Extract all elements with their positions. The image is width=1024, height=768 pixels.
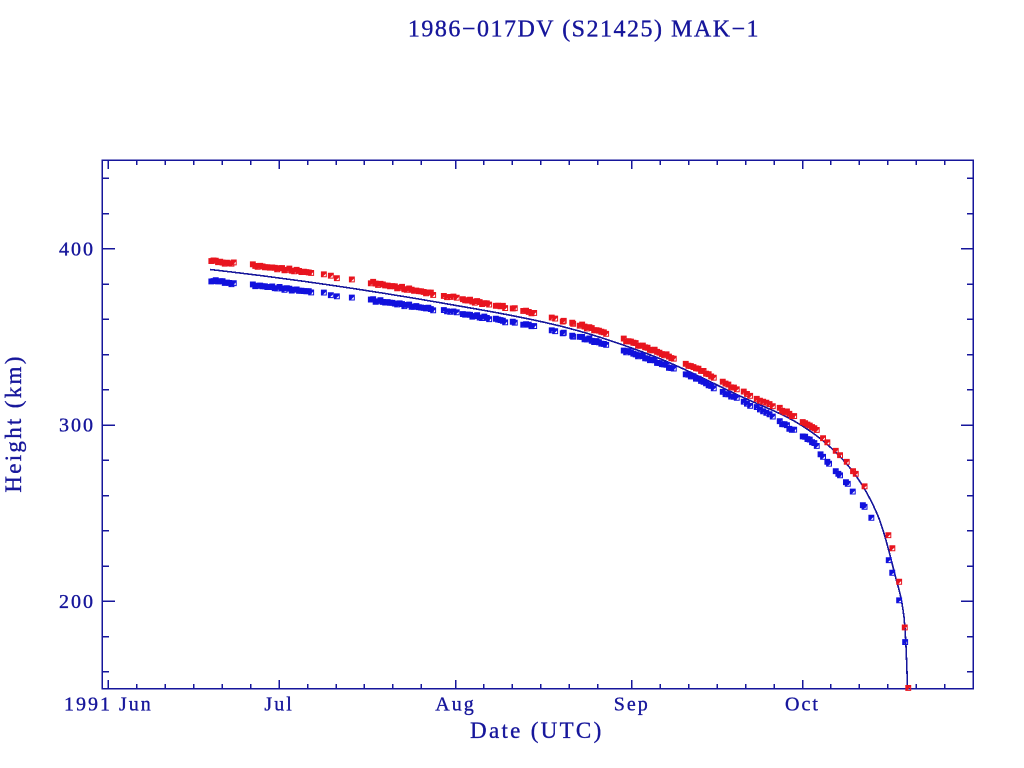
svg-text:Height (km): Height (km) [1,354,26,492]
svg-text:300: 300 [59,415,95,437]
svg-text:Sep: Sep [614,694,650,716]
svg-text:Aug: Aug [435,694,475,716]
svg-text:1991 Jun: 1991 Jun [64,694,153,716]
svg-text:200: 200 [59,591,95,613]
svg-text:400: 400 [59,239,95,261]
svg-text:Date (UTC): Date (UTC) [470,718,604,743]
svg-text:1986−017DV (S21425) MAK−1: 1986−017DV (S21425) MAK−1 [408,17,760,43]
svg-text:Jul: Jul [264,694,293,716]
svg-text:Oct: Oct [785,694,820,716]
